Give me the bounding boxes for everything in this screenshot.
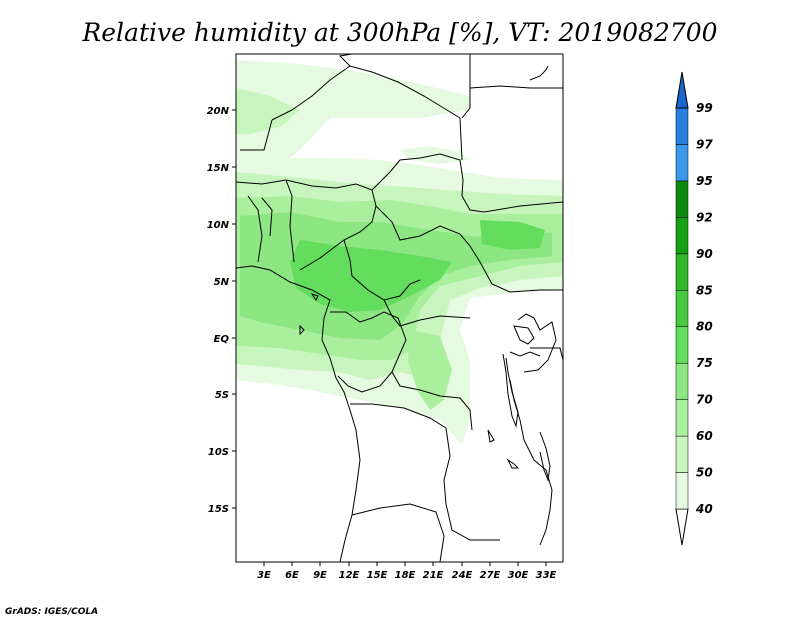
lon-label: 12E (339, 570, 360, 581)
colorbar-segment (675, 508, 689, 546)
colorbar-label: 90 (696, 247, 713, 261)
colorbar-segment (675, 144, 689, 182)
humidity-shading (236, 60, 563, 445)
colorbar-label: 97 (696, 137, 713, 151)
colorbar-label: 99 (696, 101, 713, 115)
lat-label: 10N (207, 220, 230, 231)
lat-label: 20N (207, 106, 230, 117)
lat-label: 10S (208, 447, 229, 458)
lon-label: 15E (367, 570, 388, 581)
lon-label: 33E (536, 570, 557, 581)
colorbar-segment (675, 217, 689, 255)
lon-label: 27E (480, 570, 501, 581)
map-frame (235, 53, 564, 563)
colorbar-label: 75 (696, 356, 713, 370)
colorbar-segment (675, 472, 689, 510)
lat-label: 15N (207, 163, 230, 174)
colorbar-segment (675, 290, 689, 327)
colorbar-segment (675, 362, 689, 400)
lon-label: 21E (423, 570, 444, 581)
lon-label: 3E (257, 570, 271, 581)
colorbar-segment (675, 326, 689, 364)
lat-label: 15S (208, 504, 229, 515)
lon-label: 24E (452, 570, 473, 581)
colorbar-label: 85 (696, 283, 713, 297)
colorbar-label: 50 (696, 466, 713, 480)
colorbar-label: 80 (696, 320, 713, 334)
colorbar-segment (675, 435, 689, 473)
colorbar-segment (675, 253, 689, 291)
lat-label: 5S (215, 390, 229, 401)
credit-text: GrADS: IGES/COLA (5, 607, 98, 617)
colorbar-label: 60 (696, 429, 713, 443)
colorbar-segment (675, 107, 689, 145)
colorbar-segment (675, 180, 689, 218)
colorbar-label: 70 (696, 393, 713, 407)
colorbar: 40 50 60 70 75 80 85 90 92 95 97 99 (675, 71, 713, 546)
lat-labels: 20N 15N 10N 5N EQ 5S 10S 15S (207, 106, 236, 515)
country-borders (236, 54, 563, 562)
map-title: Relative humidity at 300hPa [%], VT: 201… (81, 18, 717, 47)
colorbar-label: 40 (695, 502, 713, 516)
lat-label: 5N (214, 277, 230, 288)
lat-label: EQ (214, 334, 230, 345)
map-panel (235, 53, 564, 563)
lon-label: 6E (285, 570, 299, 581)
lon-label: 9E (313, 570, 327, 581)
lon-label: 18E (395, 570, 416, 581)
colorbar-label: 95 (696, 174, 713, 188)
colorbar-label: 92 (696, 210, 713, 224)
colorbar-segment (675, 399, 689, 437)
colorbar-segment (675, 71, 689, 109)
lon-label: 30E (508, 570, 529, 581)
lon-labels: 3E 6E 9E 12E 15E 18E 21E 24E 27E 30E 33E (257, 562, 557, 581)
